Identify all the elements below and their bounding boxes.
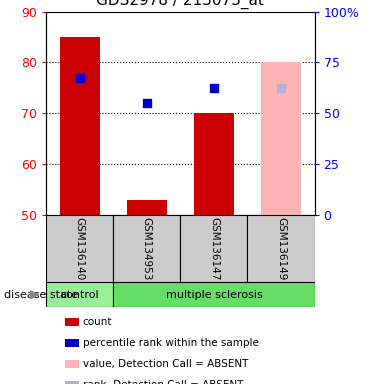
Text: multiple sclerosis: multiple sclerosis — [165, 290, 262, 300]
Point — [144, 100, 150, 106]
Text: value, Detection Call = ABSENT: value, Detection Call = ABSENT — [83, 359, 248, 369]
Bar — [46, 215, 113, 282]
Text: GSM136140: GSM136140 — [75, 217, 85, 280]
Bar — [113, 282, 314, 307]
Text: rank, Detection Call = ABSENT: rank, Detection Call = ABSENT — [83, 380, 243, 384]
Text: disease state: disease state — [4, 290, 78, 300]
Bar — [261, 62, 301, 215]
Text: control: control — [60, 290, 99, 300]
Title: GDS2978 / 213073_at: GDS2978 / 213073_at — [97, 0, 264, 9]
Point — [77, 74, 83, 81]
Text: GSM136147: GSM136147 — [209, 217, 219, 280]
Bar — [181, 215, 248, 282]
Text: GSM136149: GSM136149 — [276, 217, 286, 280]
Bar — [248, 215, 314, 282]
Text: GSM134953: GSM134953 — [142, 217, 152, 280]
Text: count: count — [83, 316, 112, 327]
Bar — [194, 113, 234, 215]
Point — [211, 85, 217, 91]
Bar — [60, 37, 100, 215]
Bar — [46, 282, 113, 307]
Text: percentile rank within the sample: percentile rank within the sample — [83, 338, 259, 348]
Point — [278, 85, 284, 91]
Bar — [127, 200, 167, 215]
Bar — [113, 215, 181, 282]
